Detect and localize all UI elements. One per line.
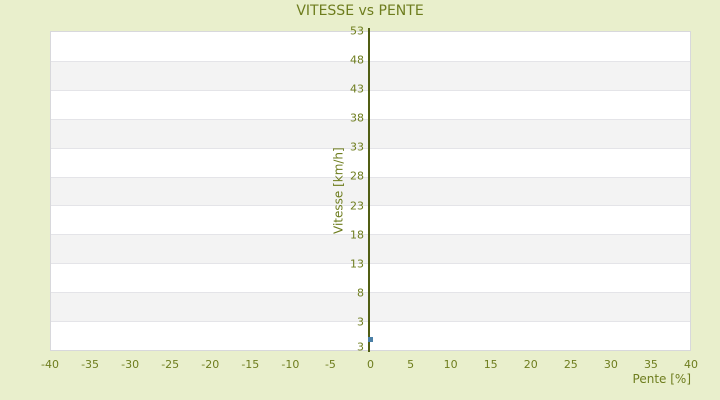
y-tick-label: 38: [350, 111, 364, 125]
x-tick-label: 20: [523, 358, 538, 371]
x-tick-label: 25: [563, 358, 578, 371]
y-tick-label: 28: [350, 169, 364, 183]
x-tick-label: 5: [407, 358, 415, 371]
plot-area: [50, 31, 691, 351]
x-tick-label: -5: [324, 358, 336, 371]
plot-band: [51, 176, 690, 206]
plot-band: [51, 32, 690, 61]
y-tick-label: 18: [350, 228, 364, 242]
x-tick-label: 30: [603, 358, 618, 371]
plot-band: [51, 90, 690, 119]
x-tick-label: 15: [483, 358, 498, 371]
x-tick-label: -35: [81, 358, 100, 371]
y-tick-label: 43: [350, 82, 364, 96]
y-tick-label: 53: [350, 24, 364, 38]
y-tick-label: 23: [350, 199, 364, 213]
x-tick-label: 10: [443, 358, 458, 371]
x-tick-label: -30: [121, 358, 140, 371]
y-tick-label: 3: [357, 340, 364, 354]
plot-band: [51, 292, 690, 322]
plot-band: [51, 234, 690, 264]
x-tick-label: -15: [241, 358, 260, 371]
plot-band: [51, 60, 690, 90]
y-tick-label: 8: [357, 286, 364, 300]
x-tick-label: 0: [367, 358, 374, 371]
y-tick-label: 48: [350, 53, 364, 67]
y-tick-label: 33: [350, 140, 364, 154]
y-tick-label: 3: [357, 315, 364, 329]
x-tick-label: 35: [643, 358, 658, 371]
plot-band: [51, 148, 690, 177]
y-axis-title: Vitesse [km/h]: [331, 147, 346, 235]
plot-band: [51, 321, 690, 350]
x-tick-label: -10: [281, 358, 300, 371]
chart-title: VITESSE vs PENTE: [296, 3, 424, 19]
plot-band: [51, 205, 690, 234]
x-axis-title: Pente [%]: [632, 372, 691, 386]
plot-band: [51, 118, 690, 148]
data-point: [368, 336, 373, 342]
x-tick-label: 40: [684, 358, 698, 371]
x-tick-label: -25: [161, 358, 180, 371]
y-tick-label: 13: [350, 257, 364, 271]
x-tick-label: -40: [41, 358, 59, 371]
plot-bands: [51, 32, 690, 350]
y-axis-line: [368, 28, 370, 352]
plot-band: [51, 263, 690, 292]
x-tick-label: -20: [201, 358, 220, 371]
